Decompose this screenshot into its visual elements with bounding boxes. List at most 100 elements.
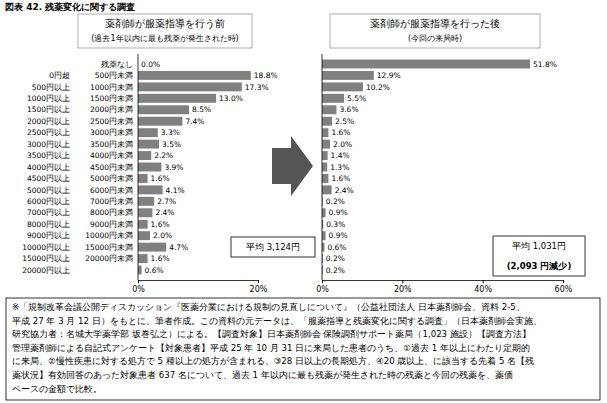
bar xyxy=(138,208,152,217)
bar xyxy=(322,71,374,80)
data-label: 2.0% xyxy=(333,140,352,149)
data-label: 2.7% xyxy=(157,197,176,206)
bar xyxy=(138,117,182,126)
bar xyxy=(138,94,216,103)
x-tick-mark xyxy=(258,280,259,283)
bar xyxy=(138,128,158,137)
category-label: 2000円以上 2500円未満 xyxy=(27,117,133,126)
x-axis-line xyxy=(139,280,259,281)
x-tick-mark xyxy=(322,280,323,283)
category-label: 0円超 500円未満 xyxy=(49,71,133,80)
category-label: 9000円以上 10000円未満 xyxy=(27,231,133,240)
category-labels: 残薬なし0円超 500円未満500円以上 1000円未満1000円以上 1500… xyxy=(22,60,133,275)
annotation-text: 平均 1,031円 xyxy=(512,241,566,251)
panel-subtitle: (今回の来局時) xyxy=(408,34,462,43)
data-label: 0.9% xyxy=(329,208,348,217)
data-label: 12.9% xyxy=(377,71,401,80)
data-label: 1.6% xyxy=(151,254,170,263)
x-tick-label: 40% xyxy=(474,285,492,294)
data-label: 7.4% xyxy=(185,117,204,126)
data-label: 2.5% xyxy=(335,117,354,126)
data-label: 0.3% xyxy=(326,220,345,229)
data-label: 2.2% xyxy=(154,151,173,160)
x-axis-line xyxy=(323,280,564,281)
annotation: 平均 1,031円 (2,093 円減少) xyxy=(493,236,585,276)
data-label: 0.9% xyxy=(329,231,348,240)
category-label: 1000円以上 1500円未満 xyxy=(27,94,133,103)
x-tick-label: 0% xyxy=(316,285,329,294)
data-label: 2.4% xyxy=(335,186,354,195)
data-label: 13.0% xyxy=(219,94,243,103)
x-tick: 0% xyxy=(132,280,145,294)
category-label: 20000円以上 xyxy=(22,266,70,275)
data-label: 18.8% xyxy=(254,71,278,80)
bar xyxy=(138,174,148,183)
bar xyxy=(322,105,336,114)
data-label: 51.8% xyxy=(533,60,557,69)
x-tick-label: 20% xyxy=(394,285,412,294)
bar xyxy=(138,140,159,149)
panel-title: 薬剤師が服薬指導を行った後 xyxy=(370,18,500,29)
x-axis: 0% 20% xyxy=(132,280,268,294)
data-label: 2.0% xyxy=(153,231,172,240)
x-tick: 0% xyxy=(316,280,329,294)
chart-svg: 図表 42. 残薬変化に関する調査薬剤師が服薬指導を行う前(過去1年以内に最も残… xyxy=(0,0,607,403)
x-tick: 20% xyxy=(394,280,412,294)
annotation-box xyxy=(231,237,315,257)
bar xyxy=(322,117,332,126)
annotation-box xyxy=(493,236,585,276)
data-label: 0.2% xyxy=(326,197,345,206)
footnote: ※「規制改革会議公開ディスカッション『医薬分業における規制の見直しについて』（公… xyxy=(6,298,600,400)
x-tick-label: 0% xyxy=(132,285,145,294)
bar xyxy=(322,163,327,172)
bar xyxy=(138,220,148,229)
data-label: 3.6% xyxy=(339,105,358,114)
bar xyxy=(138,197,154,206)
bar xyxy=(322,151,328,160)
bar xyxy=(322,82,363,91)
data-label: 0.2% xyxy=(326,266,345,275)
x-tick-mark xyxy=(563,280,564,283)
data-label: 4.7% xyxy=(169,243,188,252)
data-label: 8.5% xyxy=(192,105,211,114)
data-label: 2.4% xyxy=(155,208,174,217)
x-tick: 60% xyxy=(555,280,573,294)
bar xyxy=(322,128,328,137)
bar xyxy=(138,82,242,91)
bar xyxy=(138,71,251,80)
footnote-line: に来局、②慢性疾患に対する処方で 5 種以上の処方が含まれる、③28 日以上の長… xyxy=(12,356,534,366)
data-label: 1.4% xyxy=(331,151,350,160)
footnote-box xyxy=(6,298,600,400)
panel-header-box xyxy=(330,14,540,48)
data-label: 5.5% xyxy=(347,94,366,103)
bar xyxy=(322,60,530,69)
bar xyxy=(138,105,189,114)
data-label: 10.2% xyxy=(366,83,390,92)
annotation: 平均 3,124円 xyxy=(231,237,315,257)
bar xyxy=(322,185,332,194)
category-label: 4000円以上 4500円未満 xyxy=(27,163,133,172)
panel: 薬剤師が服薬指導を行った後 (今回の来局時) 51.8% 12.9% 10.2%5.5%… xyxy=(316,14,585,294)
footnote-line: 平成 27 年 3 月 12 日）をもとに、筆者作成。この資料の元データは、「服… xyxy=(12,316,542,326)
y-axis-line xyxy=(138,54,139,280)
data-label: 1.3% xyxy=(330,163,349,172)
category-label: 15000円以上 20000円未満 xyxy=(22,254,133,263)
bar xyxy=(322,174,328,183)
data-label: 3.3% xyxy=(161,128,180,137)
data-label: 4.1% xyxy=(166,186,185,195)
category-label: 残薬なし xyxy=(101,60,133,69)
x-tick: 20% xyxy=(250,280,268,294)
data-label: 1.6% xyxy=(151,220,170,229)
y-axis-line xyxy=(322,54,323,280)
x-tick-label: 60% xyxy=(555,285,573,294)
x-tick-mark xyxy=(138,280,139,283)
footnote-line: 管理薬剤師による自記式アンケート【対象患者】平成 25 年 10 月 31 日に… xyxy=(12,343,530,353)
bar xyxy=(138,231,150,240)
annotation-text: (2,093 円減少) xyxy=(507,261,572,271)
data-label: 1.6% xyxy=(331,174,350,183)
category-label: 4500円以上 5000円未満 xyxy=(27,174,133,183)
data-label: 0.2% xyxy=(326,254,345,263)
category-label: 8000円以上 9000円未満 xyxy=(27,220,133,229)
data-label: 0.6% xyxy=(145,266,164,275)
bar xyxy=(322,208,326,217)
